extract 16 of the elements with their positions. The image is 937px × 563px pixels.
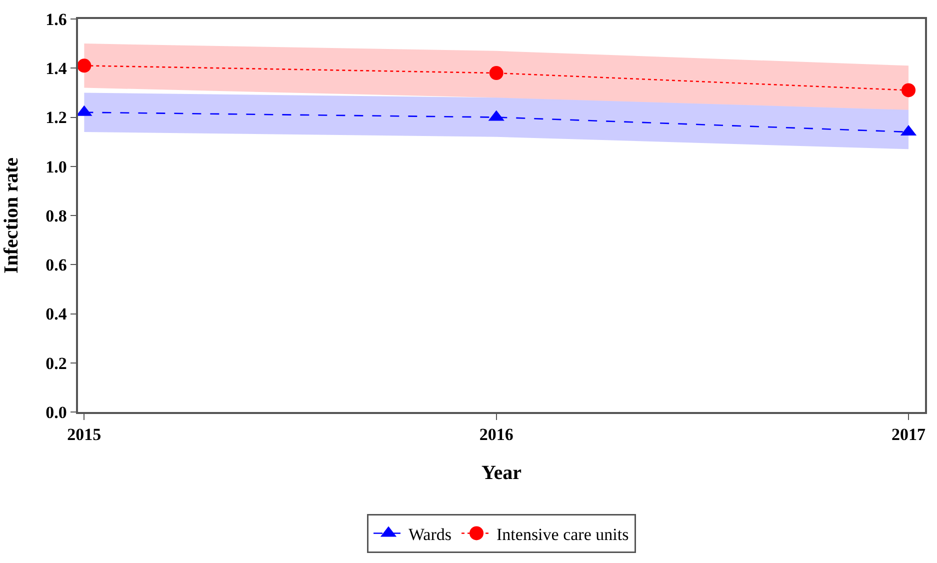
- y-tick-label: 0.0: [46, 402, 67, 422]
- y-tick-label: 0.8: [46, 206, 67, 226]
- y-tick-label: 0.6: [46, 256, 67, 275]
- legend-label: Wards: [408, 524, 452, 544]
- y-tick-label: 1.2: [46, 108, 67, 128]
- y-tick-label: 1.6: [46, 10, 67, 29]
- y-axis-title: Infection rate: [0, 157, 23, 274]
- x-tick-label: 2016: [479, 425, 514, 444]
- y-tick-label: 0.2: [46, 354, 67, 373]
- y-tick-label: 0.4: [46, 304, 68, 324]
- x-axis-title: Year: [482, 462, 522, 484]
- y-tick-label: 1.4: [46, 59, 68, 78]
- y-tick-label: 1.0: [46, 157, 67, 176]
- legend-label: Intensive care units: [496, 524, 629, 544]
- x-tick-label: 2015: [67, 425, 102, 444]
- x-tick-label: 2017: [892, 425, 926, 444]
